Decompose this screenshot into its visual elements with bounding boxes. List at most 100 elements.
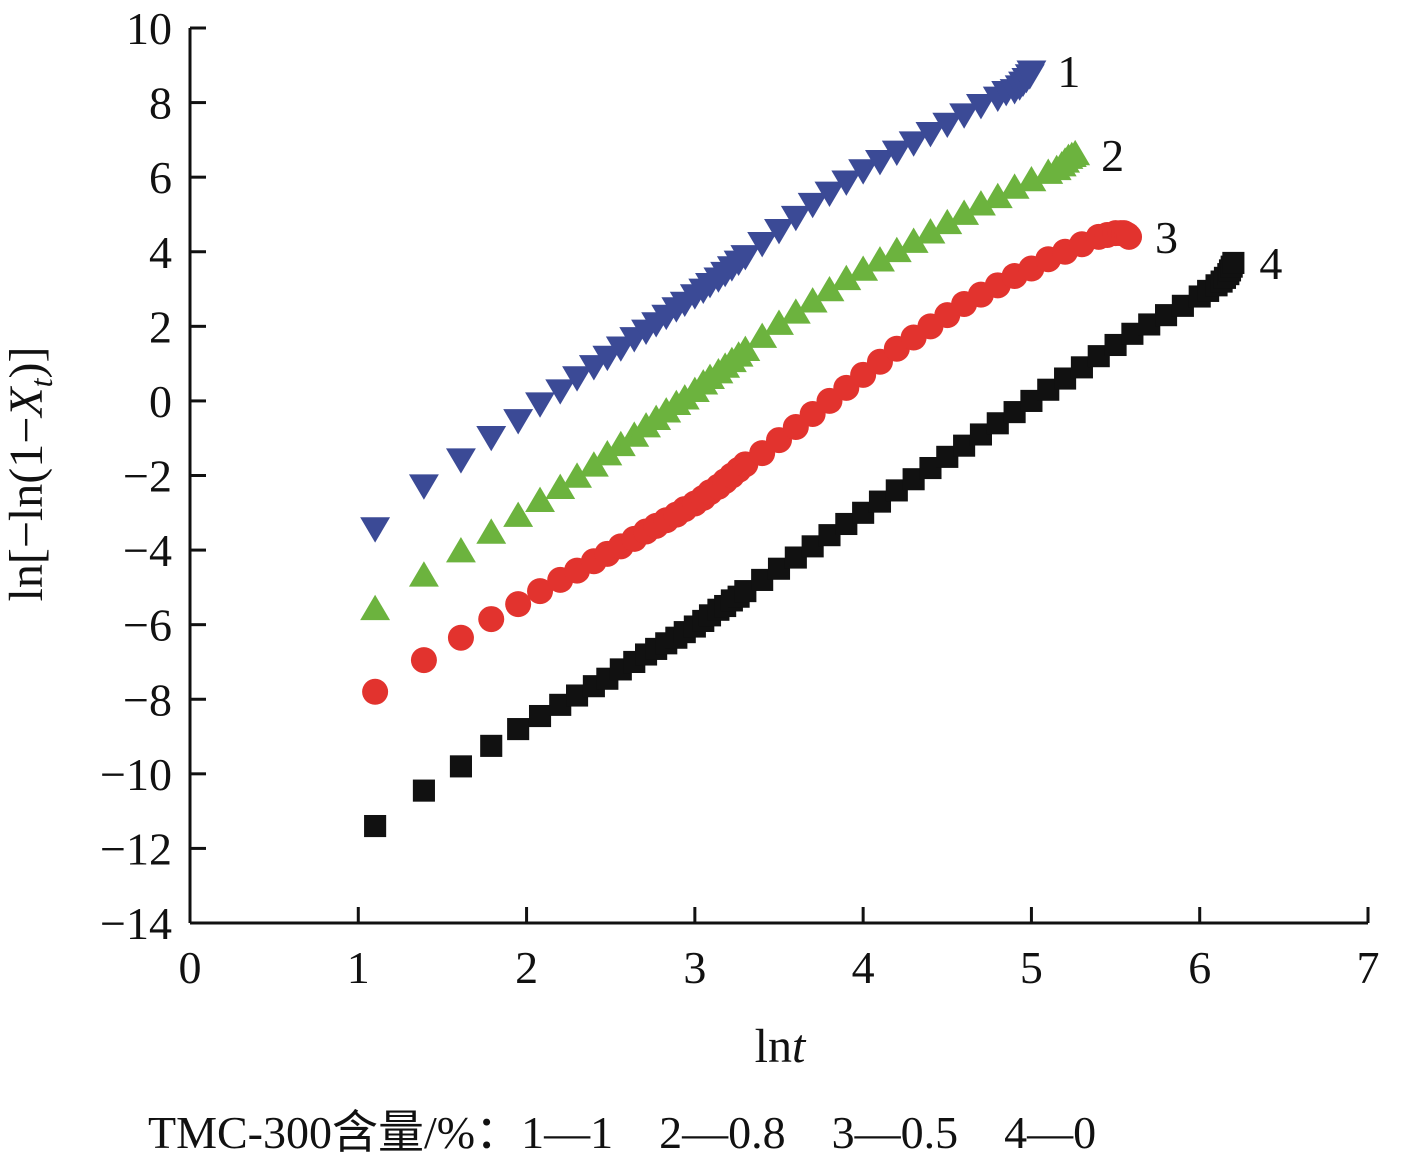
legend-caption: TMC-300含量/%：1—1 2—0.8 3—0.5 4—0 xyxy=(148,1107,1096,1158)
series-1-point xyxy=(848,159,879,185)
x-tick-label: 5 xyxy=(1020,942,1043,993)
series-4-point xyxy=(1087,345,1110,368)
series-2-point xyxy=(525,486,555,513)
series-4-point xyxy=(364,814,387,838)
series-4-point xyxy=(1138,313,1161,336)
series-3 xyxy=(362,220,1143,705)
series-2-point xyxy=(982,182,1013,209)
series-2-point xyxy=(730,335,761,361)
series-4-point xyxy=(969,423,992,446)
series-2-point xyxy=(814,275,845,302)
series-1-point xyxy=(915,122,946,148)
series-3-label: 3 xyxy=(1155,212,1178,263)
series-1-point xyxy=(814,181,845,208)
series-2-point xyxy=(848,255,879,281)
series-3-point xyxy=(505,591,532,618)
series-1-point xyxy=(360,517,391,543)
series-4 xyxy=(364,251,1245,838)
series-4-point xyxy=(566,684,589,707)
series-4-point xyxy=(1003,401,1026,424)
series-2-point xyxy=(592,440,623,466)
series-1-point xyxy=(949,103,980,129)
series-4-point xyxy=(1104,333,1127,357)
series-1-point xyxy=(797,192,828,219)
series-2-point xyxy=(797,287,828,313)
series-4-point xyxy=(549,693,572,716)
series-3-point xyxy=(410,647,437,674)
x-tick-label: 7 xyxy=(1357,942,1380,993)
series-2-point xyxy=(408,561,439,587)
series-1-point xyxy=(1016,60,1047,86)
series-1-point xyxy=(730,245,761,271)
series-1-point xyxy=(445,448,476,474)
series-4-point xyxy=(1070,356,1093,379)
x-tick-label: 4 xyxy=(852,942,875,993)
series-4-point xyxy=(1171,294,1194,317)
series-2-point xyxy=(1060,139,1091,166)
series-2-point xyxy=(545,473,576,499)
series-1-point xyxy=(525,392,555,418)
series-2-point xyxy=(932,208,963,235)
series-3-point xyxy=(527,578,554,605)
x-tick-label: 6 xyxy=(1188,942,1211,993)
x-axis-title: lnt xyxy=(755,1020,807,1073)
y-tick-label: −4 xyxy=(123,525,172,576)
y-tick-label: −14 xyxy=(100,898,172,949)
series-4-point xyxy=(1054,367,1077,390)
y-tick-label: −12 xyxy=(100,823,172,874)
series-1-point xyxy=(592,345,623,372)
series-4-point xyxy=(852,501,875,524)
series-4-point xyxy=(528,704,552,728)
series-4-point xyxy=(784,546,807,569)
series-1-point xyxy=(764,218,794,245)
series-4-point xyxy=(1155,304,1178,327)
series-3-point xyxy=(447,624,474,651)
series-4-point xyxy=(1222,251,1245,274)
series-4-point xyxy=(936,445,959,468)
series-1-label: 1 xyxy=(1057,46,1080,97)
y-tick-label: −6 xyxy=(123,600,172,651)
series-4-point xyxy=(801,535,824,558)
series-2-point xyxy=(780,298,811,324)
series-1-point xyxy=(545,379,576,405)
series-4-point xyxy=(734,580,757,603)
series-1-point xyxy=(881,140,912,167)
y-tick-label: 8 xyxy=(149,78,172,129)
y-tick-label: 6 xyxy=(149,152,172,203)
series-2-point xyxy=(898,227,929,253)
series-3-point xyxy=(362,678,389,705)
series-1-point xyxy=(780,205,811,232)
series-2-point xyxy=(503,501,534,527)
series-2-label: 2 xyxy=(1101,130,1124,181)
series-4-point xyxy=(1121,322,1144,345)
y-tick-label: 2 xyxy=(149,301,172,352)
axes xyxy=(188,26,1370,925)
series-4-point xyxy=(919,456,942,480)
plot-area xyxy=(360,60,1245,838)
y-tick-label: 10 xyxy=(126,3,172,54)
series-1-point xyxy=(408,474,439,500)
series-2-point xyxy=(865,246,895,272)
series-1-point xyxy=(747,232,778,258)
series-2-point xyxy=(949,199,980,225)
series-2 xyxy=(360,139,1091,621)
series-2-point xyxy=(1016,165,1047,192)
series-4-point xyxy=(885,479,908,502)
series-4-point xyxy=(1037,378,1060,401)
y-tick-label: 0 xyxy=(149,376,172,427)
series-2-point xyxy=(562,462,593,488)
series-4-point xyxy=(507,718,530,741)
y-axis-title: ln[−ln(1−Xt)] xyxy=(0,347,59,602)
series-4-point xyxy=(902,468,925,491)
series-1-point xyxy=(605,336,636,362)
series-2-point xyxy=(605,430,636,457)
series-4-point xyxy=(1020,389,1043,412)
series-2-point xyxy=(881,236,912,263)
series-1-point xyxy=(503,409,534,435)
series-4-point xyxy=(767,557,791,580)
series-1-point xyxy=(898,131,929,157)
series-1-point xyxy=(965,94,996,120)
series-1-point xyxy=(476,425,507,452)
